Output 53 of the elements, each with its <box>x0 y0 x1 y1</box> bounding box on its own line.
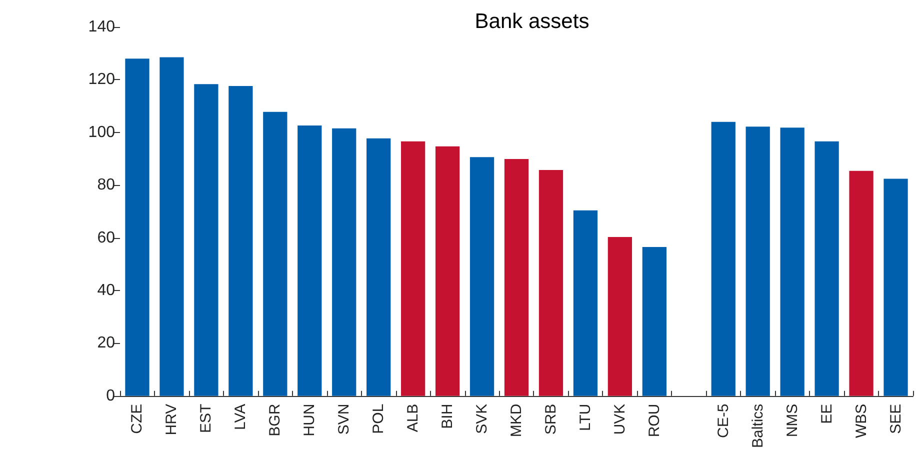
x-tick-label: ALB <box>404 404 422 432</box>
x-tick-label: SVK <box>474 404 491 434</box>
bar <box>538 170 564 396</box>
bar <box>746 126 770 396</box>
bar <box>814 141 839 396</box>
x-tick-label: WBS <box>852 404 870 438</box>
x-tick-label: HUN <box>301 404 318 436</box>
bar <box>849 170 874 396</box>
bar <box>470 157 494 396</box>
x-tick-label: POL <box>370 404 388 434</box>
bar <box>401 141 426 396</box>
chart-title: Bank assets <box>474 10 590 33</box>
x-tick-label: ROU <box>646 404 663 438</box>
x-tick-label: LTU <box>576 404 594 432</box>
x-tick-label: NMS <box>784 404 801 438</box>
x-tick-label: CZE <box>128 404 146 434</box>
x-tick-label: SEE <box>887 404 904 434</box>
x-tick-label: EE <box>818 404 836 424</box>
bar <box>194 84 218 396</box>
y-tick-label: 60 <box>97 229 116 246</box>
x-tick-label: CE-5 <box>714 404 732 438</box>
x-tick-label: BGR <box>266 404 284 436</box>
bar <box>160 57 184 396</box>
y-tick-label: 0 <box>106 387 116 404</box>
x-tick-label: HRV <box>163 404 180 436</box>
bar <box>642 246 666 396</box>
x-tick-label: LVA <box>232 404 250 430</box>
bar <box>884 178 908 396</box>
y-tick-label: 40 <box>97 282 116 299</box>
bar <box>573 210 598 396</box>
bar <box>332 128 356 396</box>
x-tick-label: EST <box>198 404 215 434</box>
x-tick-label: MKD <box>508 404 525 438</box>
x-tick-label: Baltics <box>749 404 766 448</box>
bar <box>435 146 460 396</box>
bar <box>298 126 322 396</box>
y-tick-label: 20 <box>97 334 116 352</box>
bar <box>263 112 288 396</box>
x-tick-label: UVK <box>611 404 628 435</box>
y-tick-label: 80 <box>97 176 116 194</box>
bar <box>125 58 150 396</box>
bar <box>228 86 253 396</box>
y-tick-label: 120 <box>88 71 116 88</box>
bar <box>504 158 529 396</box>
bar <box>608 236 632 396</box>
x-tick-label: SVN <box>336 404 353 435</box>
y-tick-label: 100 <box>88 124 116 141</box>
x-tick-label: BIH <box>439 404 456 429</box>
bar <box>780 128 804 396</box>
x-tick-label: SRB <box>542 404 560 435</box>
bar <box>711 122 736 396</box>
y-tick-label: 140 <box>88 18 116 36</box>
bar <box>366 138 391 396</box>
